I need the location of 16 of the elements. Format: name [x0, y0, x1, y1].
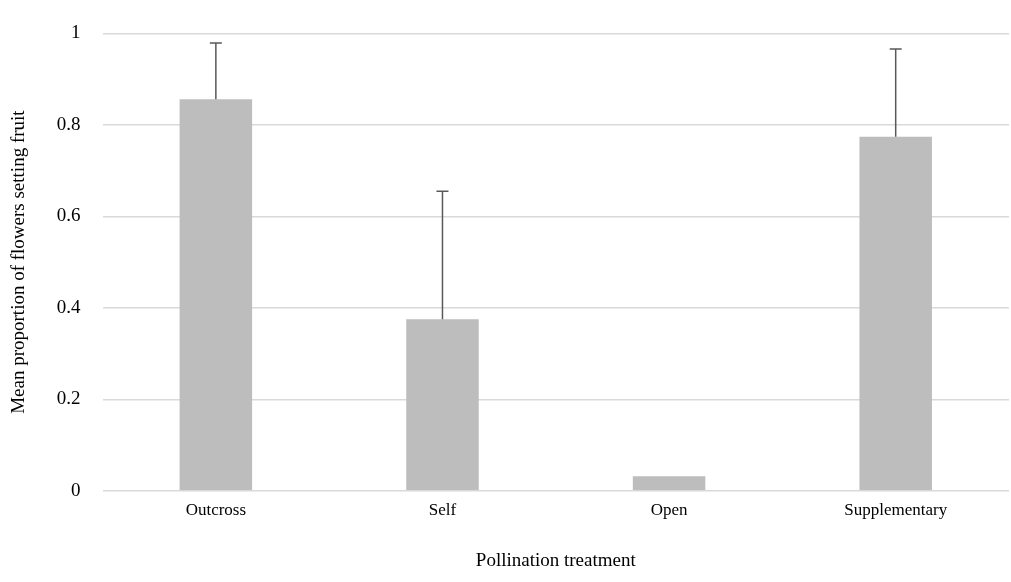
y-tick-label: 0.6 — [56, 204, 81, 226]
y-tick-label: 0.8 — [56, 112, 81, 134]
y-tick-label: 0 — [71, 478, 81, 500]
x-tick-label: Outcross — [185, 500, 247, 520]
y-tick-label: 1 — [71, 21, 81, 43]
x-axis-title: Pollination treatment — [475, 548, 637, 570]
x-tick-label: Self — [428, 500, 457, 520]
x-tick-label: Open — [650, 500, 688, 520]
y-tick-label: 0.2 — [56, 387, 81, 409]
y-tick-label: 0.4 — [56, 295, 82, 317]
bar — [179, 99, 253, 491]
bar — [859, 136, 932, 491]
y-axis-title: Mean proportion of flowers setting fruit — [7, 109, 29, 414]
bar — [406, 319, 479, 491]
bar — [632, 476, 706, 491]
x-tick-label: Supplementary — [844, 500, 948, 520]
